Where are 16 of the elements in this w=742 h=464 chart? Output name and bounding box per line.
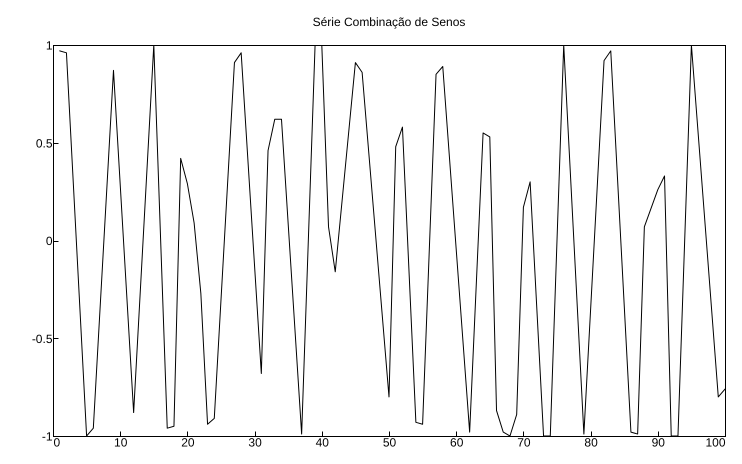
x-tick-label: 90	[652, 436, 666, 450]
x-tick-label: 10	[114, 436, 128, 450]
x-tick-label: 70	[517, 436, 531, 450]
x-tick-label: 80	[584, 436, 598, 450]
x-tick-label: 40	[316, 436, 330, 450]
x-tick-label: 50	[382, 436, 396, 450]
x-tick-label: 30	[248, 436, 262, 450]
y-tick-label: -0.5	[32, 332, 53, 346]
y-tick-label: 1	[46, 38, 53, 52]
y-tick-label: -1	[42, 430, 53, 444]
chart-title: Série Combinação de Senos	[312, 15, 466, 29]
x-tick-label: 20	[181, 436, 195, 450]
x-tick-label: 100	[705, 436, 726, 450]
y-tick-label: 0	[46, 234, 53, 248]
y-tick-label: 0.5	[36, 136, 53, 150]
x-tick-label: 60	[450, 436, 464, 450]
